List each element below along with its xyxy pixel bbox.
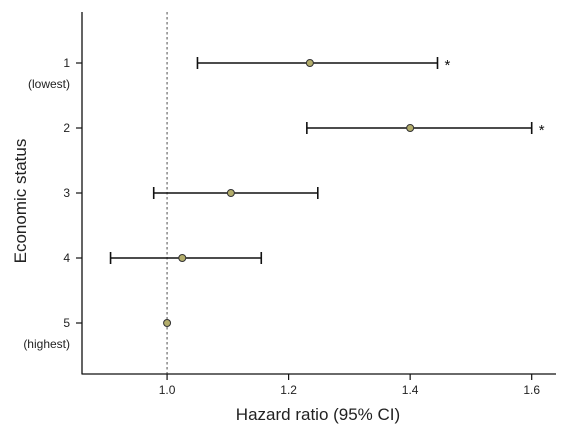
significance-marker: * — [445, 57, 451, 74]
forest-row: 5 (highest) — [23, 316, 172, 351]
forest-row: 2 * — [63, 121, 544, 139]
hazard-ratio-point — [305, 59, 314, 67]
forest-row: 3 — [63, 186, 319, 200]
x-tick-label: 1.0 — [159, 383, 176, 397]
forest-row: 1 (lowest) * — [28, 56, 451, 91]
y-tick-label: 5 — [63, 316, 70, 330]
y-tick-label: 1 — [63, 56, 70, 70]
y-tick-sublabel: (highest) — [23, 337, 70, 351]
y-tick-label: 4 — [63, 251, 70, 265]
hazard-ratio-point — [226, 189, 235, 197]
x-axis-title: Hazard ratio (95% CI) — [236, 405, 400, 424]
y-tick-label: 2 — [63, 121, 70, 135]
y-axis-title: Economic status — [11, 139, 30, 264]
significance-marker: * — [539, 122, 545, 139]
y-tick-label: 3 — [63, 186, 70, 200]
forest-row: 4 — [63, 251, 263, 265]
y-tick-sublabel: (lowest) — [28, 77, 70, 91]
hazard-ratio-point — [178, 254, 187, 262]
x-tick-label: 1.2 — [280, 383, 297, 397]
x-tick-label: 1.6 — [523, 383, 540, 397]
x-tick-label: 1.4 — [402, 383, 419, 397]
hazard-ratio-point — [163, 319, 172, 327]
hazard-ratio-point — [406, 124, 415, 132]
